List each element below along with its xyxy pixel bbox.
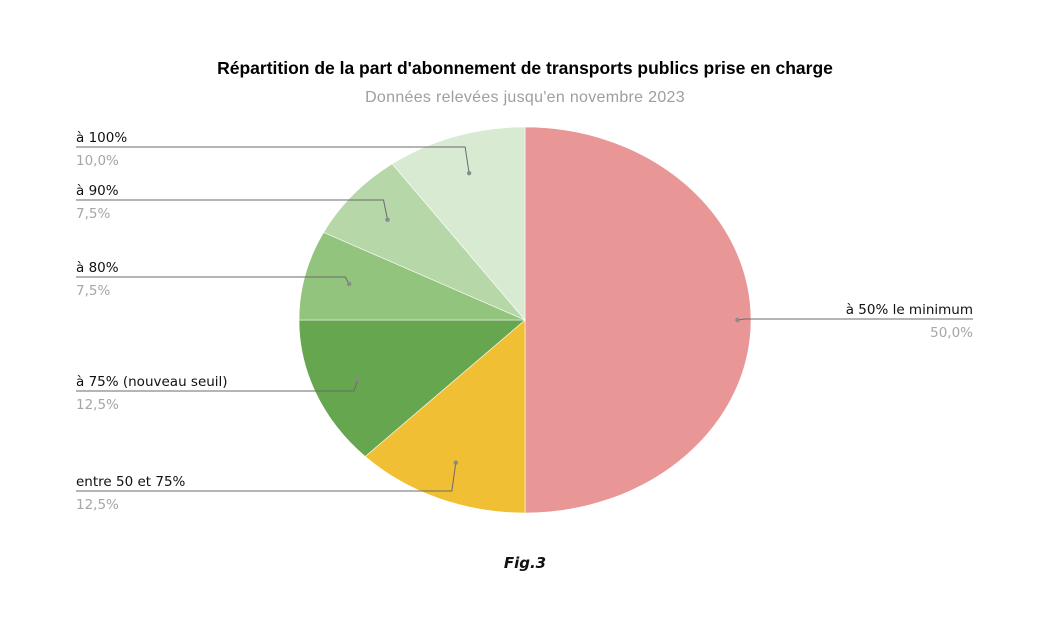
slice-value-label: 7,5%: [76, 283, 110, 299]
pie-slice: [524, 126, 752, 514]
figure-caption: Fig.3: [503, 554, 547, 572]
leader-dot: [385, 217, 390, 222]
leader-dot: [466, 170, 472, 176]
pie-slice: [391, 126, 526, 321]
slice-value-label: 50,0%: [930, 325, 973, 341]
leader-dot: [453, 460, 459, 465]
leader-line: [76, 276, 350, 285]
pie-slice: [298, 319, 526, 457]
leader-line: [76, 146, 470, 174]
slice-label: à 90%: [76, 183, 119, 199]
chart-title: Répartition de la part d'abonnement de t…: [217, 58, 833, 78]
leader-dot: [346, 281, 352, 287]
slice-value-label: 12,5%: [76, 497, 119, 513]
slice-value-label: 12,5%: [76, 397, 119, 413]
leader-dot: [735, 317, 740, 323]
leader-dot: [355, 376, 361, 382]
slice-value-label: 10,0%: [76, 153, 119, 169]
leader-line: [76, 462, 457, 492]
slice-label: à 100%: [76, 130, 127, 146]
pie-slice: [364, 319, 526, 514]
leader-line: [76, 199, 389, 220]
chart-subtitle: Données relevées jusqu'en novembre 2023: [365, 89, 685, 106]
leader-line: [76, 378, 359, 392]
slice-value-label: 7,5%: [76, 206, 110, 222]
slice-label: à 75% (nouveau seuil): [76, 374, 228, 390]
leader-line: [737, 318, 973, 321]
slice-label: à 50% le minimum: [846, 302, 973, 318]
slice-label: à 80%: [76, 260, 119, 276]
pie-slice: [323, 163, 526, 321]
slice-label: entre 50 et 75%: [76, 474, 186, 490]
pie-slice: [298, 231, 526, 321]
